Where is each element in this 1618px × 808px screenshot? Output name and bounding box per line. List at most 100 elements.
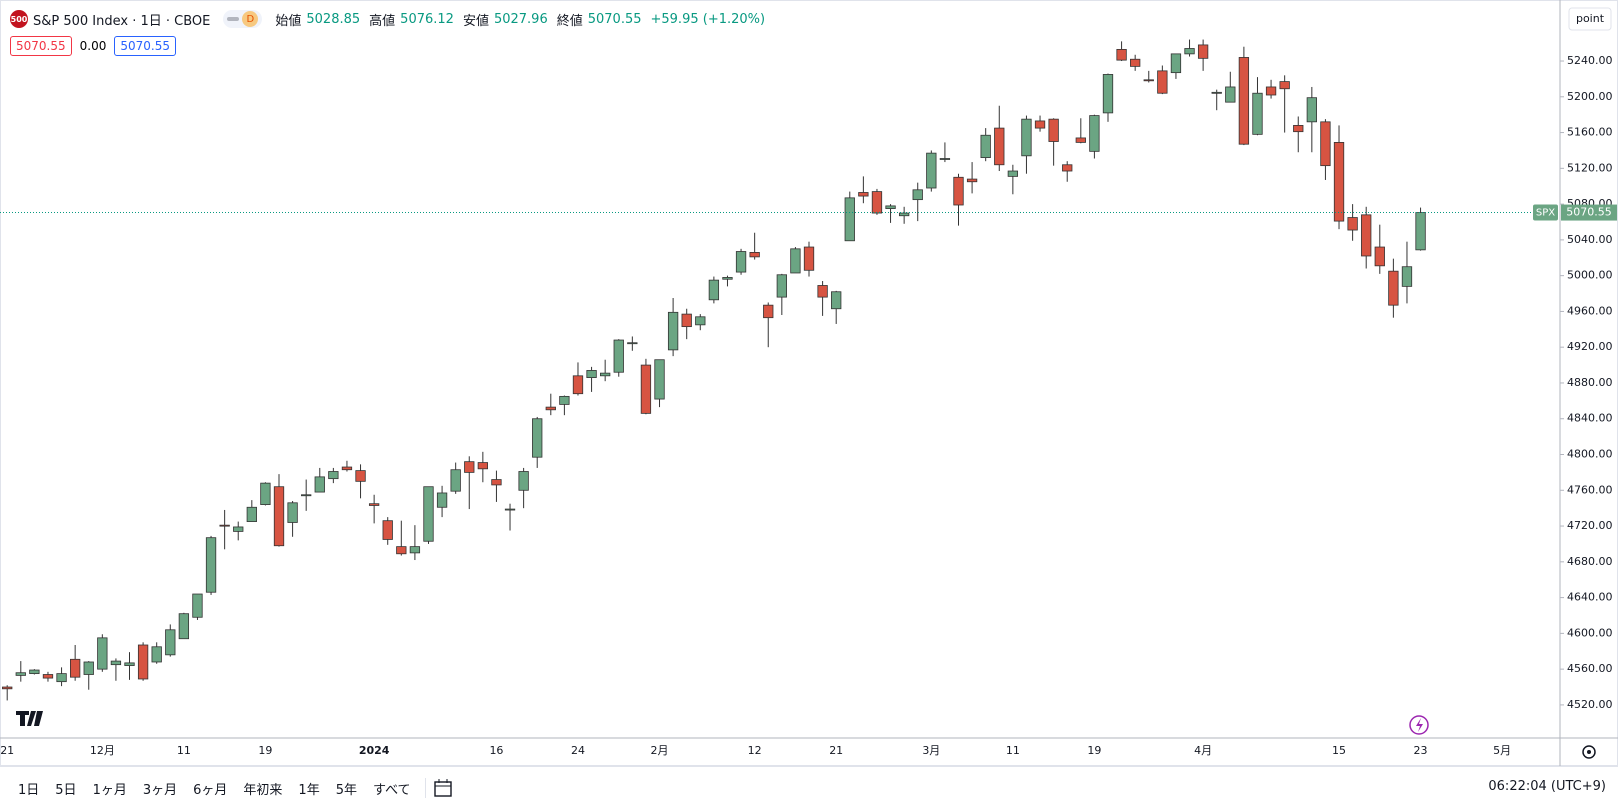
ask-box[interactable]: 5070.55 [114, 36, 176, 56]
candle-body [423, 486, 434, 542]
candle-body [42, 674, 54, 679]
candle-body [1170, 53, 1182, 74]
date-range-icon[interactable] [432, 777, 454, 799]
candle-body [545, 406, 556, 411]
y-tick-label: 4520.00 [1567, 698, 1613, 711]
symbol-logo: 500 [10, 10, 28, 28]
candle-body [1157, 70, 1168, 94]
candle-body [1130, 58, 1141, 67]
range-buttons: 1日 5日 1ヶ月 3ヶ月 6ヶ月 年初来 1年 5年 すべて [0, 779, 419, 798]
settings-icon[interactable] [1582, 745, 1596, 759]
candle-body [165, 629, 176, 656]
x-tick-label: 15 [1332, 744, 1346, 757]
candle-body [97, 637, 108, 670]
candle-body [1374, 246, 1385, 267]
candle-body [749, 252, 760, 258]
plot-area [2, 39, 1426, 701]
candle-body [681, 313, 692, 328]
candle-body [613, 339, 624, 373]
low-value: 5027.96 [493, 11, 548, 27]
lightning-icon[interactable] [1409, 715, 1429, 735]
candle-body [1048, 118, 1059, 142]
range-button[interactable]: 年初来 [243, 782, 283, 798]
candle-body [382, 520, 393, 540]
bottom-toolbar: 1日 5日 1ヶ月 3ヶ月 6ヶ月 年初来 1年 5年 すべて 06:22:04 (UTC+9) [0, 766, 1618, 808]
range-button[interactable]: 1ヶ月 [92, 782, 127, 798]
x-tick-label: 12 [748, 744, 762, 757]
candle-body [192, 593, 203, 618]
candle-body [654, 359, 665, 400]
clock: 06:22:04 (UTC+9) [1488, 779, 1606, 794]
candle-body [776, 274, 787, 298]
candle-body [559, 395, 570, 405]
candle-body [1021, 118, 1032, 157]
candle-body [1293, 125, 1304, 133]
candle-body [708, 279, 720, 301]
candle-body [396, 546, 407, 555]
candle-body [246, 506, 257, 522]
candle-body [966, 178, 978, 183]
close-label: 終値 [556, 13, 583, 29]
spread: 0.00 [79, 39, 107, 53]
candle-body [328, 471, 339, 480]
candle-body [1306, 97, 1317, 123]
x-tick-label: 24 [571, 744, 585, 757]
y-tick-label: 4720.00 [1567, 519, 1613, 532]
scale-mode-button[interactable] [1568, 7, 1612, 31]
candle-body [695, 316, 706, 326]
x-tick-label: 19 [258, 744, 272, 757]
candle-body [273, 486, 285, 547]
candle-body [722, 277, 733, 280]
candle-body [368, 503, 380, 506]
high-value: 5076.12 [400, 11, 454, 27]
y-tick-label: 4600.00 [1567, 626, 1613, 639]
change: +59.95 (+1.20%) [650, 11, 766, 27]
candle-body [600, 372, 611, 377]
bid-box[interactable]: 5070.55 [10, 36, 72, 56]
candle-body [1116, 48, 1127, 61]
candle-body [260, 482, 271, 505]
candle-body [1062, 164, 1073, 172]
range-button[interactable]: 5日 [55, 782, 77, 798]
candle-body [532, 418, 543, 458]
range-button[interactable]: 1日 [18, 782, 40, 798]
candle-body [219, 524, 230, 527]
candle-body [627, 342, 638, 345]
high-label: 高値 [369, 13, 396, 29]
range-button[interactable]: 5年 [335, 782, 357, 798]
scale-mode-label[interactable]: point [1576, 12, 1605, 25]
candle-body [763, 304, 774, 319]
x-tick-label: 5月 [1493, 744, 1511, 757]
range-button[interactable]: 1年 [298, 782, 320, 798]
candle-body [953, 176, 964, 206]
candle-body [1102, 74, 1114, 114]
range-button[interactable]: すべて [372, 782, 411, 798]
y-tick-label: 4680.00 [1567, 555, 1613, 568]
candle-body [1089, 115, 1100, 152]
range-button[interactable]: 6ヶ月 [193, 782, 228, 798]
candle-body [287, 502, 298, 523]
candle-body [314, 476, 325, 493]
symbol-title: S&P 500 Index · 1日 · CBOE [33, 13, 211, 29]
candle-body [2, 686, 13, 690]
candle-body [436, 492, 448, 508]
y-tick-label: 5040.00 [1567, 233, 1613, 246]
y-tick-label: 4960.00 [1567, 304, 1613, 317]
candle-body [233, 526, 244, 532]
range-button[interactable]: 3ヶ月 [142, 782, 178, 798]
y-tick-label: 5240.00 [1567, 54, 1613, 67]
x-tick-label: 3月 [922, 744, 940, 757]
x-tick-label: 16 [489, 744, 503, 757]
candle-body [1388, 270, 1399, 306]
candle-body [939, 158, 951, 160]
candle-body [341, 466, 353, 471]
candle-body [1211, 91, 1222, 94]
last-price-tag [1561, 204, 1617, 221]
tv-logo [16, 711, 43, 726]
candle-body [15, 672, 26, 676]
candle-body [586, 370, 597, 379]
quote-row: 5070.55 0.00 5070.55 [10, 36, 176, 56]
candle-body [205, 537, 217, 593]
y-tick-label: 4640.00 [1567, 591, 1613, 604]
